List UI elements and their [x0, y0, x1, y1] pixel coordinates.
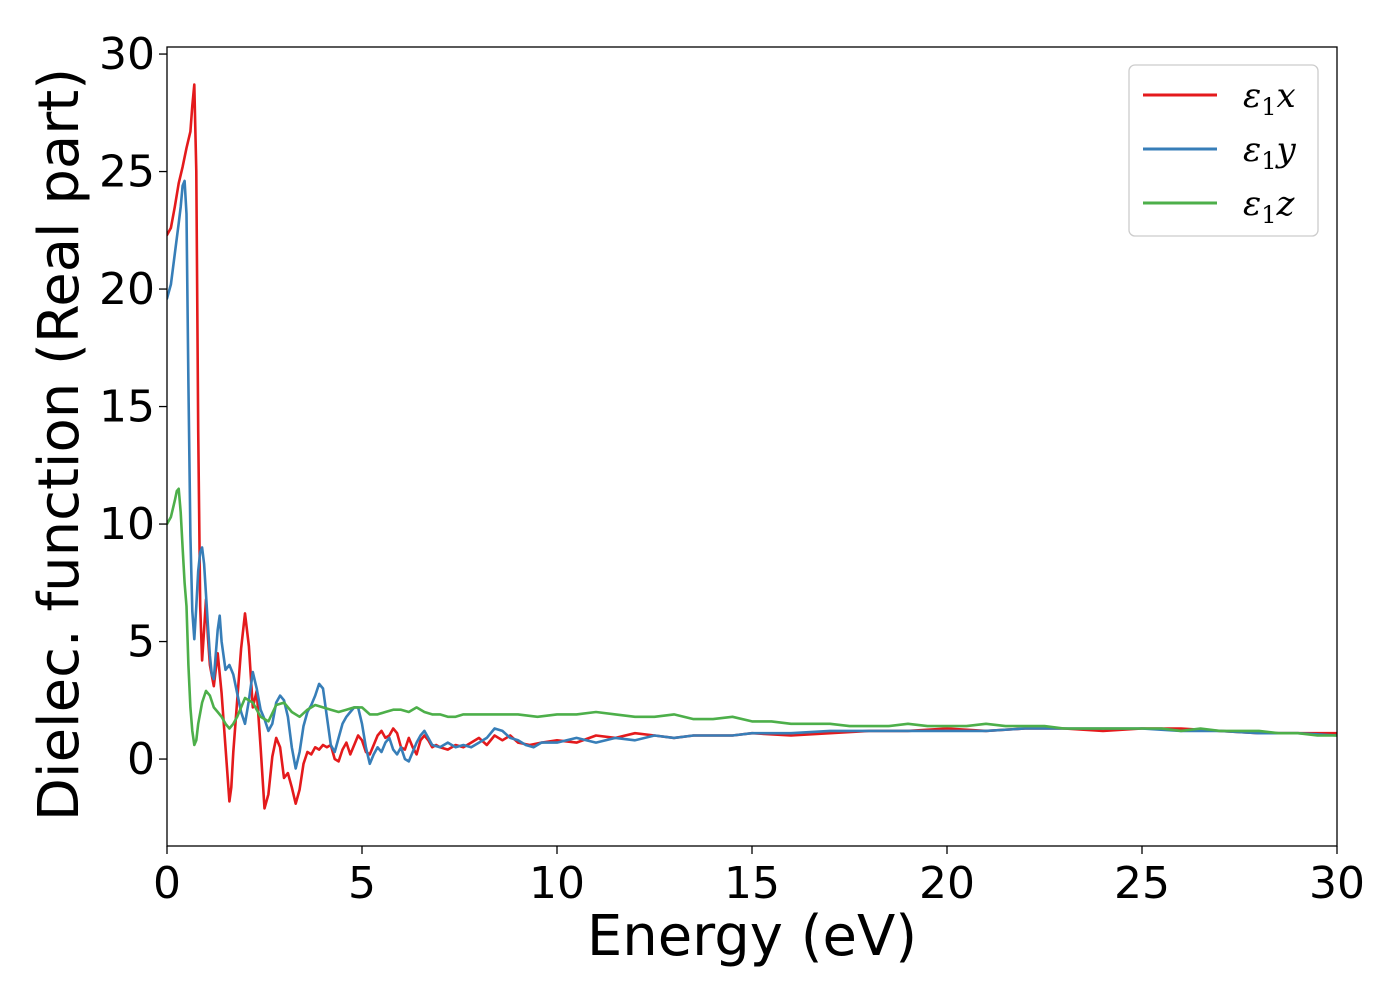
legend-label: ε1x [1243, 76, 1296, 121]
y-tick-label: 10 [99, 499, 155, 550]
legend-label-subscript: 1 [1261, 201, 1276, 229]
legend-label-base: ε [1243, 130, 1261, 170]
legend-label-subscript: 1 [1261, 147, 1276, 175]
y-tick-label: 20 [99, 264, 155, 315]
legend-label-suffix: x [1277, 76, 1296, 116]
y-tick-label: 0 [127, 734, 155, 785]
series-line-z [167, 487, 1337, 747]
legend-label-base: ε [1243, 76, 1261, 116]
legend-label: ε1y [1243, 130, 1297, 175]
legend-item-z: ε1z [1143, 184, 1296, 229]
legend-label-base: ε [1243, 184, 1261, 224]
x-axis: 0 5 10 15 20 25 30 [153, 846, 1365, 909]
legend-box [1128, 64, 1319, 237]
x-tick-label: 5 [348, 858, 376, 909]
x-tick-label: 0 [153, 858, 181, 909]
series-layer [167, 83, 1337, 810]
legend-item-x: ε1x [1143, 76, 1296, 121]
x-tick-label: 25 [1114, 858, 1170, 909]
x-tick-label: 15 [724, 858, 780, 909]
legend-label-suffix: z [1276, 184, 1296, 224]
legend-item-y: ε1y [1143, 130, 1297, 175]
x-axis-label: Energy (eV) [587, 904, 917, 969]
y-tick-label: 30 [99, 29, 155, 80]
y-axis: 0 5 10 15 20 25 30 [99, 29, 167, 785]
legend-label-subscript: 1 [1261, 93, 1276, 121]
y-axis-label: Dielec. function (Real part) [27, 68, 92, 821]
legend-label-suffix: y [1275, 130, 1297, 170]
x-tick-label: 20 [919, 858, 975, 909]
y-tick-label: 5 [127, 617, 155, 668]
y-tick-label: 15 [99, 382, 155, 433]
x-tick-label: 10 [529, 858, 585, 909]
series-line-y [167, 179, 1337, 770]
y-tick-label: 25 [99, 147, 155, 198]
x-tick-label: 30 [1309, 858, 1365, 909]
legend-label: ε1z [1243, 184, 1296, 229]
